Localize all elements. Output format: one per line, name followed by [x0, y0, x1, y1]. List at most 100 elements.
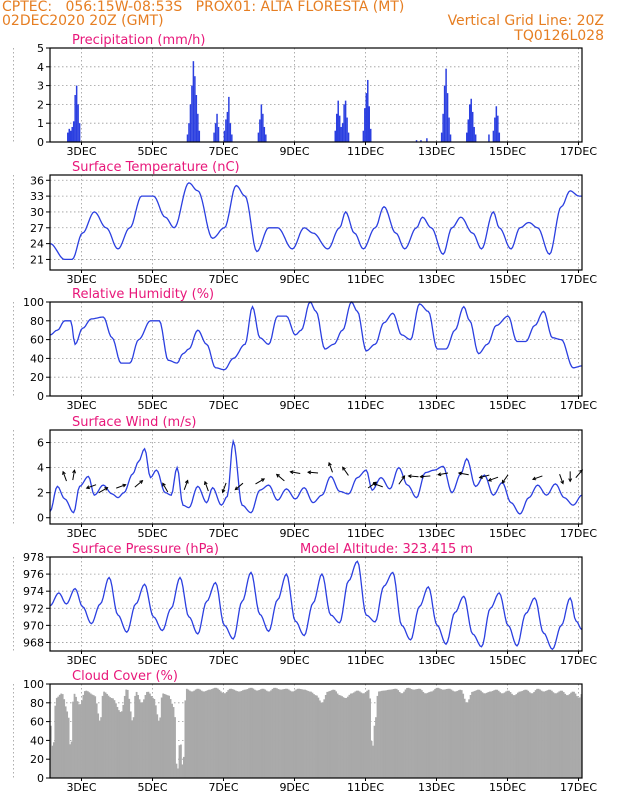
x-tick-label: 17DEC	[560, 273, 597, 286]
x-tick-label: 9DEC	[279, 527, 309, 540]
header-gridline-note: Vertical Grid Line: 20Z	[447, 13, 604, 29]
wind-arrow	[255, 478, 266, 485]
wind-arrow	[407, 474, 419, 479]
temp-series-line	[49, 182, 582, 261]
precip-bar	[226, 111, 229, 142]
header-station: CPTEC: 056:15W-08:53S PROX01: ALTA FLORE…	[2, 0, 405, 15]
panel-rh: 0 20 40 60 80 100 3DEC 5DEC 7DEC 9DEC 11DEC 13DEC 15…	[13, 287, 597, 412]
y-tick-label: 20	[30, 753, 44, 766]
wind-arrow	[575, 469, 583, 479]
panel-wind: 0 2 4 6 3DEC 5DEC 7DEC 9DEC 11DEC 13DEC 15DEC 17DEC…	[13, 415, 597, 540]
panel-title: Surface Pressure (hPa)	[72, 542, 219, 557]
y-tick-label: 100	[23, 678, 44, 691]
x-tick-label: 3DEC	[66, 781, 96, 794]
x-tick-label: 3DEC	[66, 399, 96, 412]
precip-bar	[186, 134, 189, 142]
wind-arrow	[289, 470, 301, 475]
x-tick-label: 7DEC	[208, 527, 238, 540]
wind-arrow	[85, 484, 97, 490]
cloud-cover-area	[50, 687, 583, 778]
precip-bar	[67, 132, 69, 142]
precip-bar	[263, 126, 266, 142]
precip-bar	[471, 111, 474, 142]
wind-arrow	[72, 469, 77, 481]
panel-frame	[49, 174, 583, 271]
precip-bar	[262, 113, 264, 142]
y-tick-label: 0	[37, 772, 44, 785]
precip-bar	[492, 130, 495, 142]
x-tick-label: 13DEC	[418, 527, 455, 540]
y-tick-label: 2	[37, 98, 44, 111]
wind-arrow	[162, 482, 169, 493]
wind-arrow	[183, 479, 189, 491]
y-tick-label: 60	[30, 716, 44, 729]
panel-title: Relative Humidity (%)	[72, 287, 214, 302]
y-tick-label: 976	[23, 568, 44, 581]
x-tick-label: 9DEC	[279, 145, 309, 158]
x-tick-label: 5DEC	[137, 781, 167, 794]
precip-bar	[338, 115, 341, 142]
precip-bar	[337, 100, 339, 142]
y-tick-label: 974	[23, 585, 44, 598]
y-tick-label: 40	[30, 352, 44, 365]
precip-bar	[188, 123, 190, 142]
y-tick-label: 0	[37, 390, 44, 403]
wind-arrow	[568, 471, 573, 483]
wind-arrow	[98, 487, 109, 494]
y-tick-label: 970	[23, 619, 44, 632]
wind-series-line	[49, 438, 583, 515]
y-tick-label: 2	[37, 487, 44, 500]
precip-bar	[74, 95, 76, 142]
panel-frame	[49, 683, 583, 779]
y-tick-label: 33	[30, 190, 44, 203]
y-tick-label: 20	[30, 371, 44, 384]
y-tick-label: 6	[37, 437, 44, 450]
precip-bar	[446, 93, 449, 142]
wind-arrow	[457, 471, 469, 476]
precip-bar	[198, 130, 201, 142]
pres-series-line	[49, 560, 583, 651]
panel-precip: 0 1 2 3 4 5 3DEC 5DEC 7DEC 9DEC 11DEC 13DEC 15DEC 17D…	[13, 33, 597, 158]
y-tick-label: 4	[37, 61, 44, 74]
x-tick-label: 7DEC	[208, 145, 238, 158]
wind-arrow	[501, 474, 509, 484]
precip-bar	[228, 96, 230, 142]
wind-arrow	[531, 475, 543, 481]
wind-arrow	[342, 466, 349, 476]
x-tick-label: 13DEC	[418, 654, 455, 667]
y-tick-label: 4	[37, 462, 44, 475]
precip-bar	[189, 104, 192, 142]
x-tick-label: 9DEC	[279, 273, 309, 286]
x-tick-label: 7DEC	[208, 654, 238, 667]
precip-bar	[415, 140, 418, 142]
x-tick-label: 15DEC	[489, 399, 526, 412]
precip-bar	[341, 123, 344, 142]
precip-bar	[440, 132, 443, 142]
y-tick-label: 978	[23, 551, 44, 564]
wind-arrow	[478, 474, 490, 479]
panel-frame	[49, 47, 583, 143]
y-tick-label: 60	[30, 334, 44, 347]
wind-arrow	[328, 461, 333, 473]
precip-bar	[257, 132, 260, 142]
precip-bar	[68, 128, 71, 142]
x-tick-label: 3DEC	[66, 527, 96, 540]
precip-bar	[448, 117, 450, 142]
x-tick-label: 9DEC	[279, 399, 309, 412]
rh-series-line	[49, 301, 583, 371]
precip-bar	[334, 130, 337, 142]
wind-arrow	[419, 474, 431, 479]
precip-bar	[488, 134, 490, 142]
precip-bar	[195, 95, 198, 142]
precip-bar	[75, 85, 78, 142]
precip-bar	[225, 119, 227, 142]
precip-bar	[72, 121, 75, 142]
y-tick-label: 5	[37, 42, 44, 55]
precip-bar	[71, 126, 73, 142]
header-model-code: TQ0126L028	[514, 28, 604, 44]
y-tick-label: 24	[30, 238, 44, 251]
precip-bar	[197, 113, 199, 142]
precip-bar	[473, 126, 475, 142]
panel-title: Precipitation (mm/h)	[72, 33, 205, 48]
